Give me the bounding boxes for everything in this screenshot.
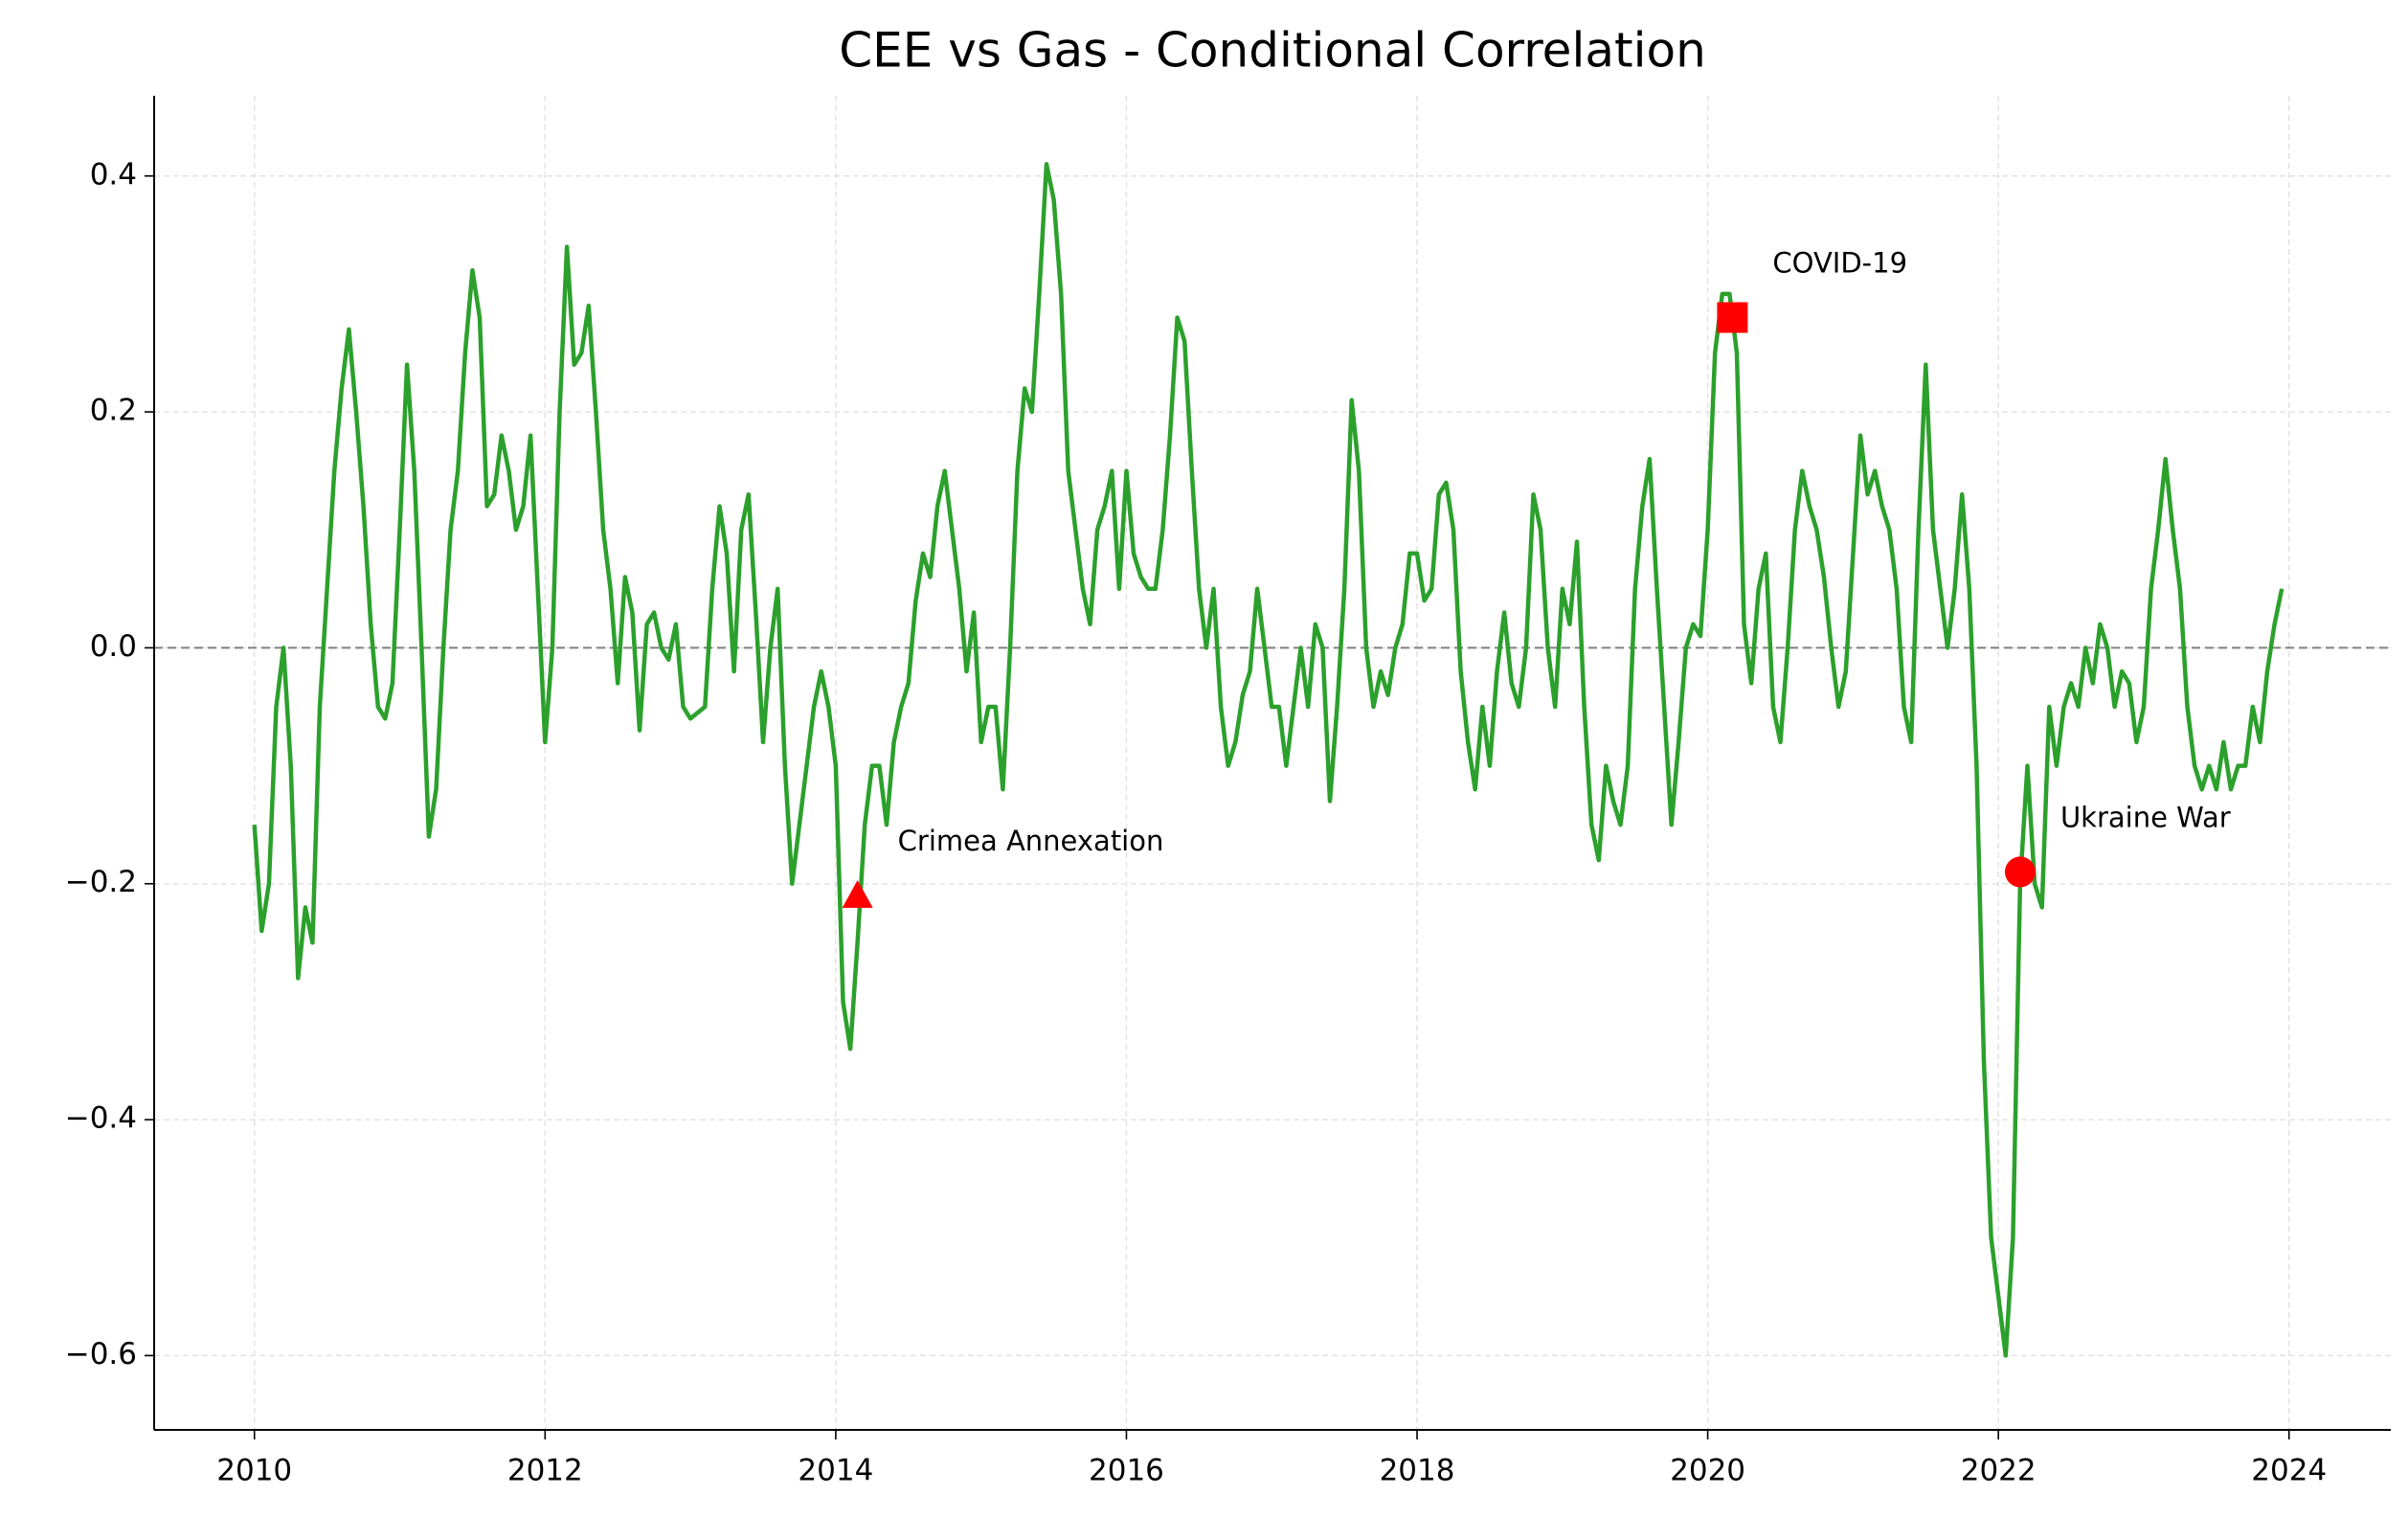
y-tick-label: 0.0 <box>90 629 137 664</box>
x-tick-label: 2010 <box>216 1454 292 1488</box>
chart-title: CEE vs Gas - Conditional Correlation <box>839 23 1706 79</box>
x-tick-label: 2016 <box>1089 1454 1164 1488</box>
event-label: COVID-19 <box>1772 247 1907 280</box>
x-tick-label: 2020 <box>1670 1454 1745 1488</box>
x-tick-label: 2024 <box>2251 1454 2327 1488</box>
x-tick-label: 2012 <box>507 1454 583 1488</box>
y-tick-label: 0.4 <box>90 157 137 192</box>
event-marker <box>1717 302 1748 333</box>
x-tick-label: 2022 <box>1961 1454 2037 1488</box>
y-tick-label: 0.2 <box>90 394 137 428</box>
event-label: Crimea Annexation <box>898 825 1164 857</box>
event-marker <box>842 880 873 908</box>
x-tick-label: 2018 <box>1380 1454 1455 1488</box>
event-label: Ukraine War <box>2060 801 2231 833</box>
y-tick-label: −0.4 <box>65 1101 137 1136</box>
x-tick-label: 2014 <box>798 1454 873 1488</box>
series-line <box>252 162 2284 1358</box>
event-marker <box>2004 856 2036 888</box>
y-tick-label: −0.2 <box>65 865 137 899</box>
y-tick-label: −0.6 <box>65 1337 137 1371</box>
